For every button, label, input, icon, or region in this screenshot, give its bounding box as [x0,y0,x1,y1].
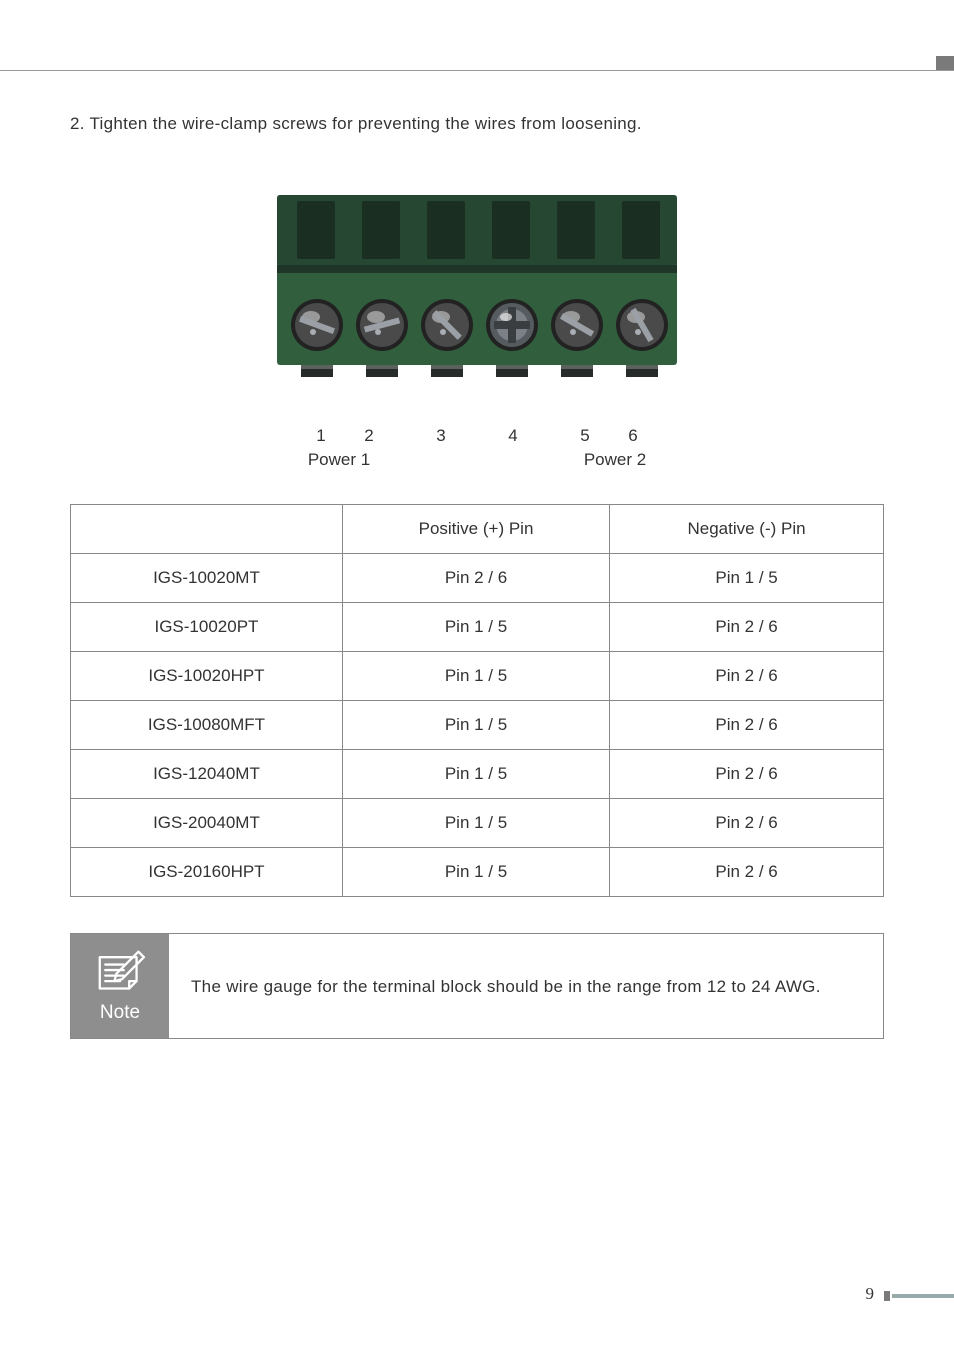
power-1-label: Power 1 [267,450,411,470]
power-2-label: Power 2 [543,450,687,470]
footer-marker [884,1291,890,1301]
col-negative: Negative (-) Pin [610,505,884,554]
note-label: Note [100,1002,140,1024]
col-model [71,505,343,554]
page-number: 9 [866,1284,875,1304]
header-rule [0,70,954,71]
pin-num-1: 1 [297,426,345,446]
pin-number-row: 1 2 3 4 5 6 [267,426,687,446]
table-header-row: Positive (+) Pin Negative (-) Pin [71,505,884,554]
col-positive: Positive (+) Pin [342,505,609,554]
corner-marker [936,56,954,70]
note-icon [92,948,148,994]
table-row: IGS-20160HPT Pin 1 / 5 Pin 2 / 6 [71,848,884,897]
table-row: IGS-10020PT Pin 1 / 5 Pin 2 / 6 [71,603,884,652]
instruction-step-2: 2. Tighten the wire-clamp screws for pre… [70,110,884,137]
bottom-tabs [301,365,658,377]
table-row: IGS-20040MT Pin 1 / 5 Pin 2 / 6 [71,799,884,848]
page-content: 2. Tighten the wire-clamp screws for pre… [70,110,884,1039]
table-row: IGS-10080MFT Pin 1 / 5 Pin 2 / 6 [71,701,884,750]
table-row: IGS-10020MT Pin 2 / 6 Pin 1 / 5 [71,554,884,603]
note-callout: Note The wire gauge for the terminal blo… [70,933,884,1039]
pin-num-4: 4 [489,426,537,446]
pin-num-2: 2 [345,426,393,446]
pin-num-6: 6 [609,426,657,446]
power-label-row: Power 1 Power 2 [267,450,687,470]
pin-num-3: 3 [417,426,465,446]
pin-mapping-table: Positive (+) Pin Negative (-) Pin IGS-10… [70,504,884,897]
note-text: The wire gauge for the terminal block sh… [169,934,883,1038]
table-row: IGS-12040MT Pin 1 / 5 Pin 2 / 6 [71,750,884,799]
table-body: IGS-10020MT Pin 2 / 6 Pin 1 / 5 IGS-1002… [71,554,884,897]
table-row: IGS-10020HPT Pin 1 / 5 Pin 2 / 6 [71,652,884,701]
pin-num-5: 5 [561,426,609,446]
note-sidebar: Note [71,934,169,1038]
terminal-block-image [267,165,687,405]
terminal-block-figure [70,165,884,410]
footer-bar [892,1294,954,1298]
